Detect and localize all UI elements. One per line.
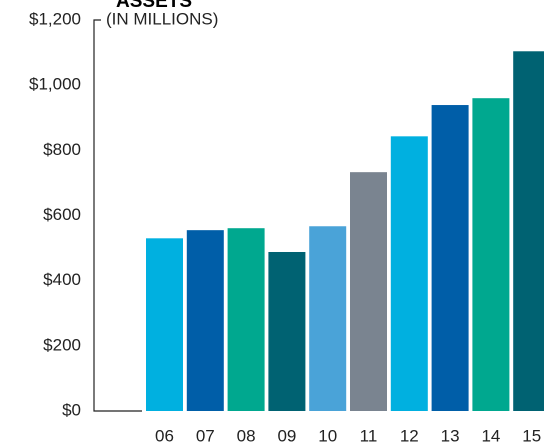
bar	[350, 172, 387, 411]
bar	[513, 51, 544, 411]
bar	[309, 226, 347, 411]
bar	[227, 228, 265, 411]
x-tick-label: 15	[522, 426, 541, 445]
axis-line	[93, 19, 142, 412]
bar	[268, 251, 306, 411]
bar	[472, 98, 510, 411]
y-tick-label: $400	[43, 270, 81, 289]
x-tick-label: 07	[196, 426, 215, 445]
x-tick-label: 12	[400, 426, 419, 445]
y-tick-label: $200	[43, 335, 81, 354]
x-tick-label: 13	[441, 426, 460, 445]
x-tick-label: 06	[155, 426, 174, 445]
bar	[146, 238, 183, 411]
bar	[390, 136, 428, 411]
x-tick-label: 11	[360, 426, 378, 445]
y-tick-label: $1,200	[29, 9, 81, 28]
y-tick-label: $600	[43, 205, 81, 224]
y-tick-label: $1,000	[29, 75, 81, 94]
x-tick-label: 10	[318, 426, 337, 445]
y-tick-label: $0	[62, 400, 81, 419]
x-tick-label: 09	[277, 426, 296, 445]
chart-title: ASSETS	[116, 0, 192, 12]
bar	[431, 105, 469, 411]
y-tick-label: $800	[43, 140, 81, 159]
x-tick-label: 08	[237, 426, 256, 445]
x-tick-label: 14	[481, 426, 500, 445]
bar	[186, 230, 224, 411]
chart-subtitle: (IN MILLIONS)	[106, 9, 218, 28]
